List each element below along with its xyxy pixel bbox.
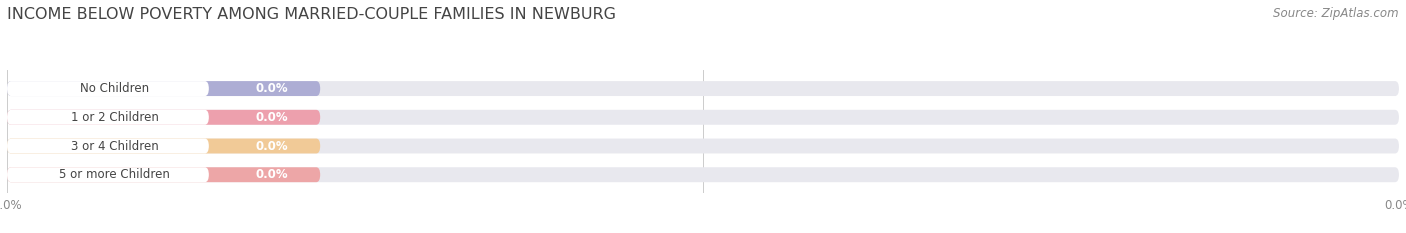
FancyBboxPatch shape xyxy=(7,81,1399,96)
Text: 0.0%: 0.0% xyxy=(254,111,288,124)
FancyBboxPatch shape xyxy=(7,167,321,182)
Text: Source: ZipAtlas.com: Source: ZipAtlas.com xyxy=(1274,7,1399,20)
FancyBboxPatch shape xyxy=(7,139,209,154)
FancyBboxPatch shape xyxy=(7,167,209,182)
Text: No Children: No Children xyxy=(80,82,149,95)
Text: 3 or 4 Children: 3 or 4 Children xyxy=(72,140,159,153)
Text: 1 or 2 Children: 1 or 2 Children xyxy=(70,111,159,124)
FancyBboxPatch shape xyxy=(7,110,1399,125)
FancyBboxPatch shape xyxy=(7,81,209,96)
FancyBboxPatch shape xyxy=(7,110,321,125)
FancyBboxPatch shape xyxy=(7,81,321,96)
Text: 5 or more Children: 5 or more Children xyxy=(59,168,170,181)
FancyBboxPatch shape xyxy=(7,139,1399,154)
Text: 0.0%: 0.0% xyxy=(254,82,288,95)
Text: INCOME BELOW POVERTY AMONG MARRIED-COUPLE FAMILIES IN NEWBURG: INCOME BELOW POVERTY AMONG MARRIED-COUPL… xyxy=(7,7,616,22)
FancyBboxPatch shape xyxy=(7,139,321,154)
FancyBboxPatch shape xyxy=(7,167,1399,182)
Text: 0.0%: 0.0% xyxy=(254,140,288,153)
Text: 0.0%: 0.0% xyxy=(254,168,288,181)
FancyBboxPatch shape xyxy=(7,110,209,125)
